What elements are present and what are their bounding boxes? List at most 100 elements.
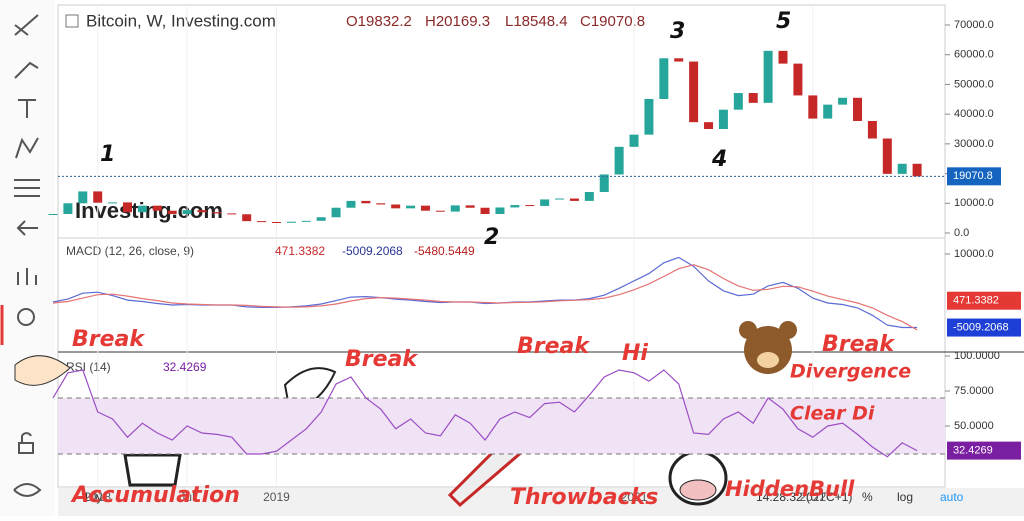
- macd-legend-value: -5480.5449: [414, 244, 475, 258]
- candle: [838, 97, 848, 105]
- last-price-label: 19070.8: [953, 170, 993, 182]
- candle: [301, 220, 311, 222]
- candle: [897, 163, 907, 174]
- tool-pattern[interactable]: [15, 137, 39, 159]
- annotation: Divergence: [790, 361, 911, 383]
- tool-eye[interactable]: [13, 483, 42, 497]
- candle: [450, 205, 460, 212]
- symbol-title: Bitcoin, W, Investing.com: [86, 11, 276, 30]
- candle: [778, 50, 788, 64]
- close-value: C19070.8: [580, 13, 645, 30]
- candle: [569, 198, 579, 201]
- candle: [122, 202, 132, 213]
- candle: [674, 58, 684, 62]
- pane-frames: [57, 4, 1024, 488]
- x-tick-label: 2018: [84, 490, 111, 504]
- candle: [540, 199, 550, 206]
- annotation: 3: [670, 19, 685, 44]
- candle: [376, 203, 386, 205]
- x-tick-label: 2022: [799, 490, 826, 504]
- y-tick-label: 100.0000: [954, 350, 1000, 362]
- y-tick-label: 60000.0: [954, 49, 994, 61]
- candle: [227, 213, 237, 215]
- candle: [629, 134, 639, 147]
- candle: [197, 210, 207, 213]
- collapse-box[interactable]: [65, 14, 79, 28]
- candle: [718, 109, 728, 129]
- rsi-legend-value: 32.4269: [163, 360, 207, 374]
- tool-text[interactable]: [18, 99, 36, 118]
- candle: [212, 212, 222, 214]
- candle: [555, 198, 565, 200]
- candle: [286, 221, 296, 223]
- candle: [733, 93, 743, 110]
- annotation: 1: [100, 142, 115, 167]
- candle: [152, 205, 162, 211]
- candle: [525, 205, 535, 207]
- candle: [465, 205, 475, 208]
- candle: [346, 200, 356, 208]
- low-value: L18548.4: [505, 13, 568, 30]
- y-tick-label: 50.0000: [954, 420, 994, 432]
- candle: [599, 174, 609, 192]
- candle: [93, 191, 103, 203]
- annotation: 2: [484, 225, 499, 250]
- tool-brush[interactable]: [14, 61, 39, 79]
- tool-indicators[interactable]: [17, 268, 37, 285]
- macd-legend-value: -5009.2068: [342, 244, 403, 258]
- candle: [242, 214, 252, 222]
- macd-title: MACD (12, 26, close, 9): [66, 244, 194, 258]
- candle: [495, 207, 505, 214]
- rsi-line: [52, 369, 918, 458]
- candle: [659, 58, 669, 99]
- candle: [391, 204, 401, 209]
- annotation: Break: [517, 334, 590, 359]
- tool-trend[interactable]: [14, 14, 39, 36]
- annotation: Accumulation: [70, 483, 240, 508]
- candle: [406, 205, 416, 209]
- tool-fib[interactable]: [14, 179, 40, 197]
- annotation: Break: [72, 327, 145, 352]
- rsi-band: [58, 398, 945, 454]
- candle: [137, 205, 147, 213]
- candle: [793, 63, 803, 96]
- candle: [78, 191, 88, 204]
- candle: [510, 205, 520, 208]
- percent-button[interactable]: %: [862, 490, 873, 504]
- log-button[interactable]: log: [897, 490, 913, 504]
- y-tick-label: 40000.0: [954, 108, 994, 120]
- annotation: Hi: [622, 341, 648, 366]
- annotation: HiddenBull: [725, 477, 855, 501]
- candle: [882, 138, 892, 174]
- tool-back[interactable]: [16, 220, 38, 236]
- candle: [808, 95, 818, 119]
- candle: [823, 104, 833, 119]
- y-tick-label: 0.0: [954, 227, 969, 239]
- candle: [912, 163, 922, 177]
- clock: 14:28:32 (UTC+1): [756, 490, 852, 504]
- range-button[interactable]: 10y: [83, 490, 102, 504]
- axis-value-box: [947, 318, 1021, 337]
- annotation: 5: [776, 9, 791, 34]
- candle: [614, 146, 624, 175]
- annotation: 4: [711, 147, 727, 172]
- high-value: H20169.3: [425, 13, 490, 30]
- candle: [420, 205, 430, 211]
- candle: [704, 122, 714, 129]
- x-tick-label: 2019: [263, 490, 290, 504]
- axis-value-label: 471.3382: [953, 295, 999, 307]
- annotation: Break: [822, 332, 895, 357]
- tool-zoom[interactable]: [17, 308, 35, 326]
- candle: [867, 120, 877, 139]
- y-tick-label: 50000.0: [954, 78, 994, 90]
- y-tick-label: 30000.0: [954, 138, 994, 150]
- tool-lock[interactable]: [18, 432, 34, 454]
- candle: [748, 93, 758, 103]
- last-price-box: [947, 167, 1001, 186]
- y-tick-label: 10000.0: [954, 248, 994, 260]
- candle: [182, 210, 192, 214]
- y-tick-label: 75.0000: [954, 385, 994, 397]
- candle: [480, 207, 490, 214]
- auto-button[interactable]: auto: [940, 490, 964, 504]
